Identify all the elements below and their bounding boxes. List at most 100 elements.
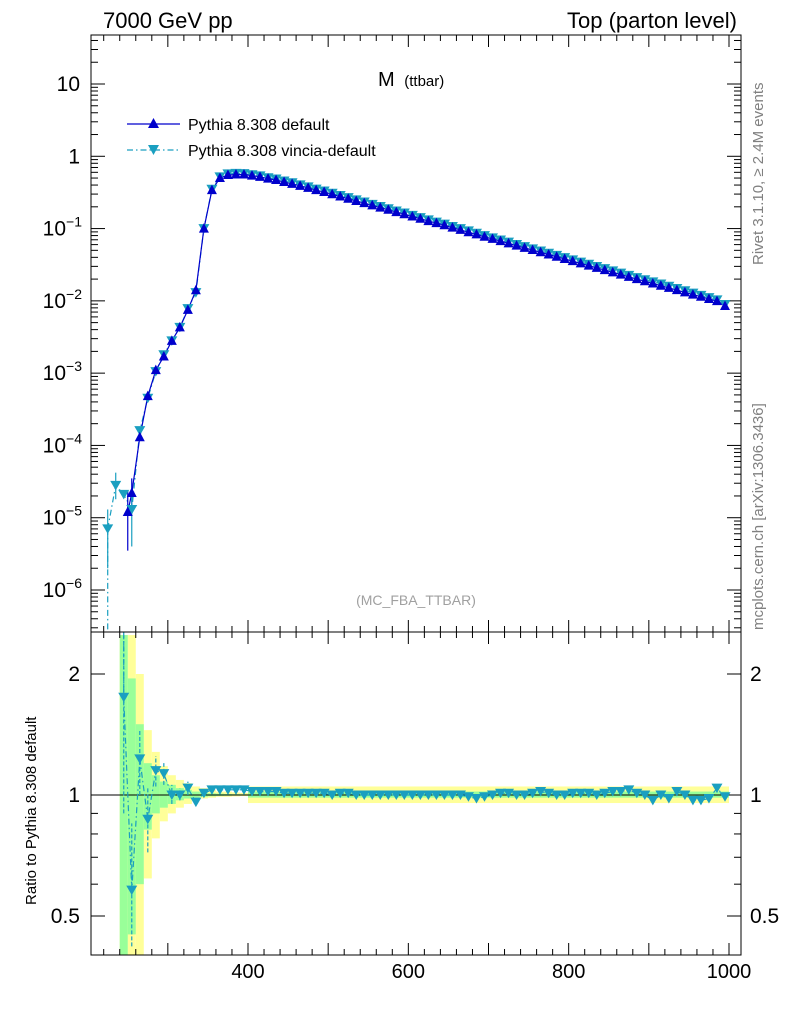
legend-label-2: Pythia 8.308 vincia-default (188, 143, 376, 160)
ratio-point (150, 766, 162, 776)
ratio-point (414, 790, 426, 800)
ratio-point (639, 790, 651, 800)
series1-point (455, 224, 466, 234)
ratio-y-tick-label-left: 2 (68, 663, 80, 686)
ratio-point (246, 787, 258, 797)
series1-point (214, 172, 225, 183)
ratio-point (134, 754, 146, 764)
rivet-version-label: Rivet 3.1.10, ≥ 2.4M events (750, 83, 767, 266)
ratio-point (222, 785, 234, 795)
ratio-point (214, 785, 226, 795)
ratio-band-green (127, 678, 136, 935)
ratio-point (326, 790, 338, 800)
ratio-point (663, 794, 675, 804)
ratio-band-green (135, 724, 144, 885)
series2-point (126, 504, 138, 515)
series1-point (158, 350, 169, 361)
series1-point (535, 246, 546, 257)
ratio-point (711, 783, 723, 794)
ratio-point (230, 785, 242, 795)
series1-point (122, 506, 133, 516)
series1-point (351, 195, 362, 205)
ratio-y-tick-label-right: 0.5 (750, 905, 779, 928)
ratio-point (350, 790, 362, 800)
ratio-point (535, 787, 547, 797)
ratio-point (238, 785, 250, 795)
ratio-point (679, 790, 691, 800)
ratio-point (286, 788, 298, 799)
series1-point (591, 262, 602, 272)
main-y-tick-label: 10−4 (43, 430, 83, 457)
ratio-point (631, 788, 643, 799)
ratio-series-line (123, 697, 726, 891)
series1-point (142, 390, 153, 401)
series1-point (238, 168, 249, 179)
ratio-point (503, 788, 515, 799)
ratio-point (527, 788, 539, 799)
series1-point (503, 237, 514, 248)
ratio-point (478, 792, 490, 802)
series1-point (647, 277, 658, 288)
series1-point (343, 193, 354, 203)
series1-point (471, 228, 482, 239)
ratio-point (575, 788, 587, 799)
ratio-point (294, 788, 306, 799)
series1-point (327, 188, 338, 199)
ratio-point (703, 794, 715, 804)
ratio-point (334, 788, 346, 799)
ratio-point (519, 790, 531, 800)
x-tick-label: 400 (231, 961, 264, 983)
ratio-point (454, 790, 466, 800)
ratio-axis-ticks (91, 632, 741, 955)
ratio-point (390, 790, 402, 800)
series1-point (319, 186, 330, 197)
legend-marker-1 (148, 118, 159, 128)
ratio-point (543, 788, 555, 799)
series1-point (495, 235, 506, 246)
series1-point (703, 293, 714, 304)
series1-point (575, 257, 586, 268)
ratio-point (158, 769, 170, 779)
series2-point (134, 426, 146, 436)
plot-title-main: M (378, 69, 395, 91)
ratio-plot-frame (90, 631, 742, 956)
ratio-point (470, 794, 482, 804)
ratio-point (318, 788, 330, 799)
series1-point (134, 431, 145, 442)
ratio-point (358, 790, 370, 800)
series1-point (479, 231, 490, 241)
main-y-tick-label: 10 (57, 73, 80, 96)
ratio-point (182, 783, 194, 794)
ratio-point (719, 792, 731, 802)
ratio-y-axis-label: Ratio to Pythia 8.308 default (23, 716, 40, 905)
series1-point (615, 269, 626, 279)
ratio-plot: 2 2 1 1 0.5 0.5 400 600 800 1000 (51, 631, 779, 983)
ratio-point (374, 790, 386, 800)
x-tick-label: 800 (552, 961, 585, 983)
source-label: mcplots.cern.ch [arXiv:1306.3436] (750, 403, 767, 630)
ratio-y-tick-labels: 2 2 1 1 0.5 0.5 (51, 663, 779, 928)
ratio-point (142, 814, 154, 825)
ratio-y-tick-label-left: 1 (68, 784, 80, 807)
ratio-point (310, 788, 322, 799)
ratio-point (422, 790, 434, 800)
ratio-point (382, 790, 394, 800)
series1-point (287, 178, 298, 188)
series2-point (110, 480, 122, 491)
series1-point (719, 300, 730, 310)
ratio-point (262, 787, 274, 797)
series1-point (198, 223, 209, 233)
ratio-point (446, 790, 458, 800)
main-y-tick-label: 10−6 (43, 575, 83, 602)
ratio-point (118, 692, 130, 703)
ratio-point (302, 788, 314, 799)
ratio-band-green (151, 775, 160, 814)
ratio-point (607, 787, 619, 797)
ratio-point (671, 787, 683, 797)
series1-point (559, 253, 570, 263)
series1-point (263, 173, 274, 183)
ratio-point (430, 790, 442, 800)
x-tick-labels: 400 600 800 1000 (231, 961, 751, 983)
series1-point (247, 170, 258, 180)
ratio-point (623, 785, 635, 795)
